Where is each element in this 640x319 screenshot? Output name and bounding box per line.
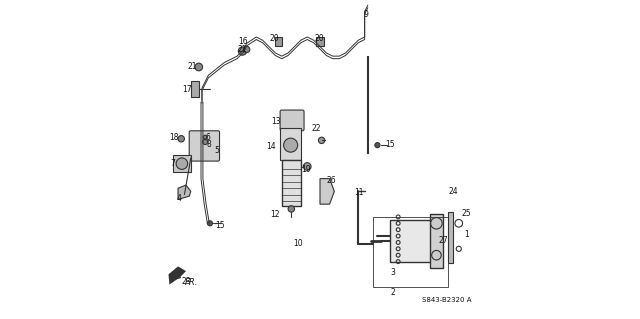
- Text: 12: 12: [271, 210, 280, 219]
- Text: FR.: FR.: [184, 278, 198, 287]
- Polygon shape: [168, 266, 186, 285]
- Circle shape: [431, 250, 441, 260]
- Text: 25: 25: [461, 209, 471, 218]
- Circle shape: [288, 206, 294, 212]
- Text: 26: 26: [326, 176, 336, 185]
- Polygon shape: [320, 179, 334, 204]
- Text: 5: 5: [215, 146, 220, 155]
- Text: 23: 23: [181, 277, 191, 286]
- Text: 20: 20: [314, 34, 324, 43]
- Bar: [191, 81, 199, 97]
- Text: 3: 3: [390, 268, 395, 277]
- Text: S843-B2320 A: S843-B2320 A: [422, 297, 472, 303]
- Text: 21: 21: [237, 45, 246, 54]
- Circle shape: [431, 218, 442, 229]
- Circle shape: [178, 136, 184, 142]
- Text: 1: 1: [465, 230, 469, 239]
- Text: 13: 13: [271, 117, 281, 126]
- Text: 7: 7: [170, 159, 175, 168]
- Text: 2: 2: [390, 288, 395, 297]
- Text: 8: 8: [207, 140, 211, 149]
- FancyBboxPatch shape: [189, 131, 220, 161]
- Text: 24: 24: [449, 187, 458, 196]
- Text: 19: 19: [301, 165, 310, 174]
- Bar: [447, 212, 453, 263]
- Text: 9: 9: [363, 10, 368, 19]
- Bar: [316, 37, 324, 46]
- Text: 22: 22: [312, 124, 321, 133]
- Text: 15: 15: [385, 140, 394, 149]
- Polygon shape: [178, 185, 191, 199]
- Bar: [390, 220, 431, 262]
- Text: 20: 20: [270, 34, 280, 43]
- Text: 16: 16: [238, 37, 248, 46]
- Text: 11: 11: [355, 189, 364, 197]
- Bar: [173, 155, 191, 172]
- Bar: [282, 160, 301, 206]
- Circle shape: [238, 47, 246, 55]
- Circle shape: [303, 163, 311, 170]
- Circle shape: [319, 137, 324, 144]
- Circle shape: [195, 63, 203, 71]
- Circle shape: [375, 143, 380, 148]
- Text: 27: 27: [439, 236, 449, 245]
- Text: 6: 6: [205, 133, 210, 142]
- Text: 18: 18: [169, 133, 179, 142]
- Circle shape: [204, 135, 207, 139]
- Bar: [430, 214, 443, 268]
- FancyBboxPatch shape: [280, 110, 304, 131]
- Text: 21: 21: [187, 63, 196, 71]
- Circle shape: [284, 138, 298, 152]
- Text: 14: 14: [267, 142, 276, 151]
- Text: 10: 10: [294, 239, 303, 248]
- Circle shape: [243, 46, 250, 53]
- Bar: [275, 37, 282, 46]
- Circle shape: [203, 139, 208, 145]
- Text: 15: 15: [216, 221, 225, 230]
- Text: 4: 4: [177, 194, 181, 203]
- Bar: [372, 217, 447, 287]
- Circle shape: [176, 158, 188, 169]
- Circle shape: [207, 221, 212, 226]
- Bar: [280, 128, 301, 160]
- Text: 17: 17: [182, 85, 191, 94]
